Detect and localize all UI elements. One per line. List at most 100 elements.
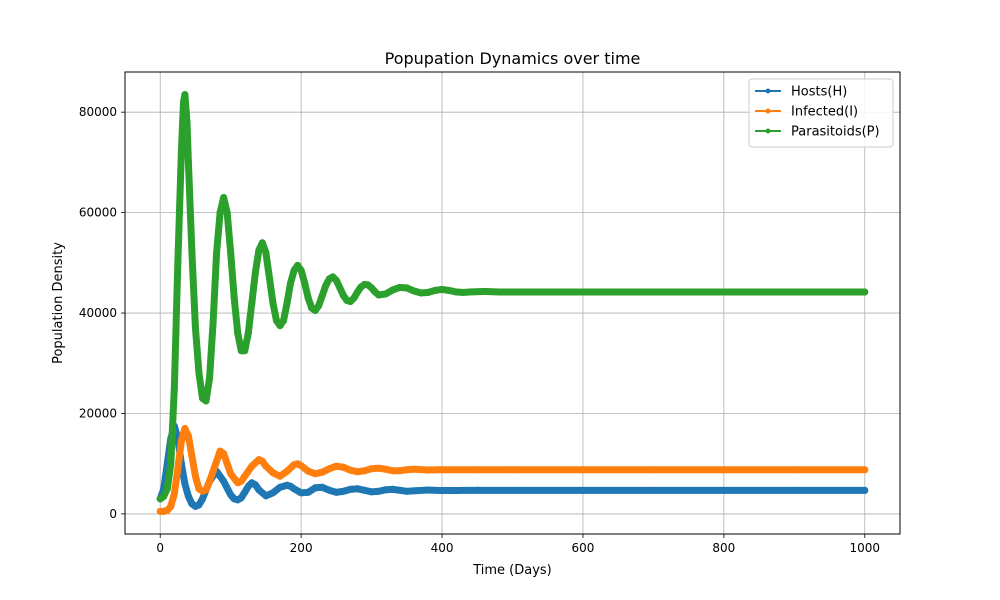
data-point <box>346 466 354 474</box>
data-point <box>431 286 439 294</box>
data-point <box>466 288 474 296</box>
data-point <box>318 468 326 476</box>
data-point <box>649 466 657 474</box>
data-point <box>276 483 284 491</box>
data-point <box>318 483 326 491</box>
data-point <box>280 317 288 325</box>
data-point <box>494 288 502 296</box>
data-point <box>202 397 210 405</box>
data-point <box>649 288 657 296</box>
data-point <box>177 148 185 156</box>
data-point <box>325 465 333 473</box>
data-point <box>354 468 361 476</box>
data-point <box>297 266 305 274</box>
chart-title: Popupation Dynamics over time <box>385 49 641 68</box>
data-point <box>223 209 231 217</box>
data-point <box>304 488 312 496</box>
data-point <box>297 489 305 497</box>
y-tick-label: 60000 <box>79 206 117 220</box>
data-point <box>382 486 390 494</box>
data-point <box>790 288 798 296</box>
x-tick-label: 0 <box>156 541 164 555</box>
data-point <box>861 466 869 474</box>
data-point <box>410 287 418 295</box>
data-point <box>438 487 446 495</box>
series-layer <box>156 91 869 515</box>
data-point <box>181 425 189 433</box>
data-point <box>473 486 481 494</box>
data-point <box>389 286 397 294</box>
data-point <box>509 466 516 474</box>
data-point <box>332 462 340 470</box>
data-point <box>262 462 270 470</box>
legend-swatch-marker <box>765 108 771 114</box>
data-point <box>473 466 481 474</box>
data-point <box>322 281 330 289</box>
data-point <box>213 457 221 465</box>
data-point <box>181 480 189 488</box>
data-point <box>255 246 263 254</box>
legend-label: Hosts(H) <box>791 85 847 100</box>
data-point <box>188 249 196 257</box>
x-axis-label: Time (Days) <box>472 563 552 578</box>
data-point <box>290 485 298 493</box>
data-point <box>297 462 305 470</box>
data-point <box>220 450 228 458</box>
data-point <box>861 288 869 296</box>
data-point <box>438 285 446 293</box>
data-point <box>262 249 270 257</box>
data-point <box>227 249 235 257</box>
data-point <box>230 294 238 302</box>
data-point <box>269 469 277 477</box>
data-point <box>195 369 203 377</box>
legend-swatch-marker <box>765 88 771 94</box>
y-axis-label: Population Density <box>51 242 66 364</box>
data-point <box>403 466 411 474</box>
data-point <box>251 481 259 489</box>
y-tick-label: 0 <box>109 507 117 521</box>
x-tick-label: 1000 <box>849 541 880 555</box>
data-point <box>213 249 221 257</box>
data-point <box>318 291 326 299</box>
x-tick-label: 600 <box>572 541 595 555</box>
data-point <box>424 288 432 296</box>
data-point <box>265 274 273 282</box>
data-point <box>177 437 185 445</box>
data-point <box>160 492 168 500</box>
x-tick-label: 400 <box>431 541 454 555</box>
data-point <box>262 492 270 500</box>
data-point <box>276 322 284 330</box>
data-point <box>350 294 358 302</box>
data-point <box>227 470 235 478</box>
data-point <box>272 317 280 325</box>
legend-label: Parasitoids(P) <box>791 125 880 140</box>
data-point <box>396 486 404 494</box>
legend-item: Parasitoids(P) <box>755 125 880 140</box>
data-point <box>191 324 199 332</box>
data-point <box>188 452 196 460</box>
data-point <box>276 472 284 480</box>
data-point <box>332 488 340 496</box>
data-point <box>290 266 298 274</box>
legend: Hosts(H) Infected(I) Parasitoids(P) <box>748 78 894 148</box>
data-point <box>163 485 171 493</box>
data-point <box>396 283 404 291</box>
legend-item: Infected(I) <box>755 105 858 120</box>
data-point <box>579 288 587 296</box>
data-point <box>389 485 397 493</box>
data-point <box>361 486 369 494</box>
data-point <box>339 487 347 495</box>
data-point <box>216 209 224 217</box>
data-point <box>346 485 354 493</box>
data-point <box>339 463 347 471</box>
legend-swatch-marker <box>765 128 771 134</box>
data-point <box>459 288 467 296</box>
data-point <box>179 98 187 106</box>
data-point <box>375 464 383 472</box>
data-point <box>248 299 256 307</box>
series-infected-i <box>156 425 869 515</box>
y-tick-label: 40000 <box>79 306 117 320</box>
data-point <box>206 477 214 485</box>
data-point <box>311 307 319 315</box>
